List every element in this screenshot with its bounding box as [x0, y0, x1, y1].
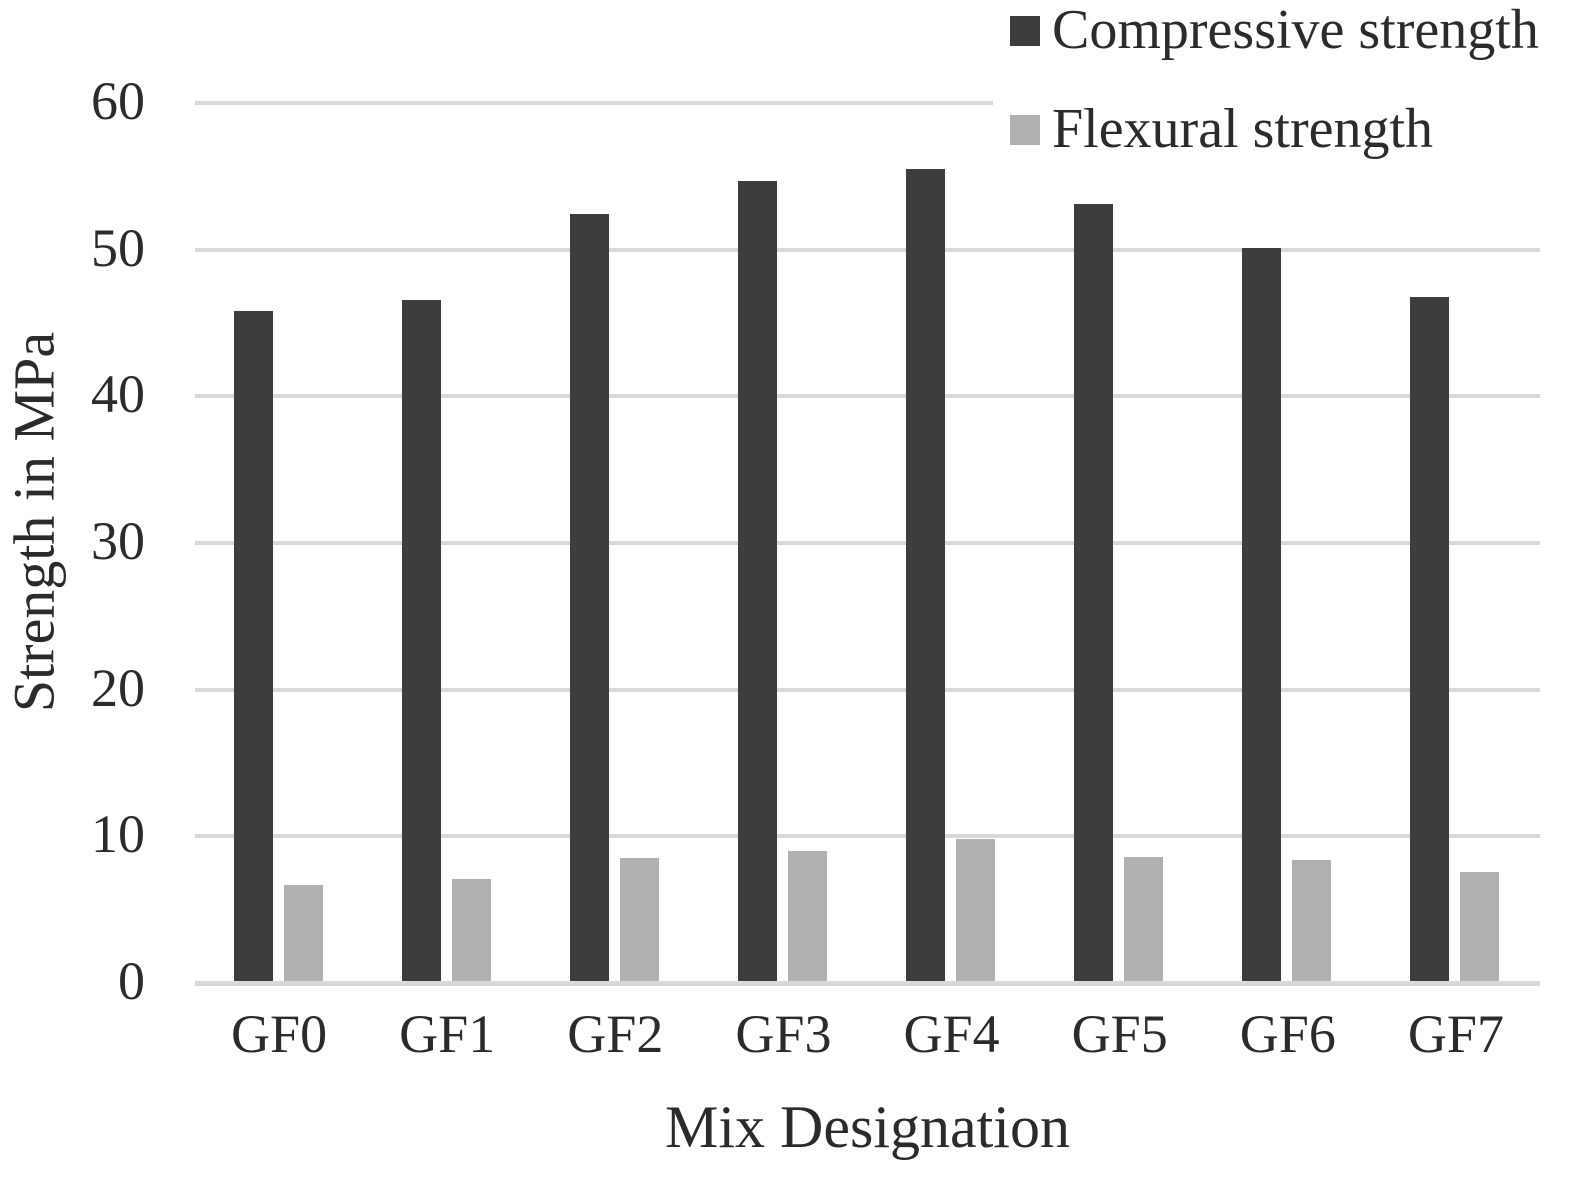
gridline	[195, 687, 1540, 692]
bar-flexural-GF7	[1460, 871, 1500, 983]
bar-flexural-GF6	[1292, 859, 1332, 983]
bar-flexural-GF3	[787, 851, 827, 983]
legend-item-flexural: Flexural strength	[1010, 99, 1433, 161]
bar-flexural-GF0	[283, 884, 323, 983]
bar-compressive-GF0	[233, 311, 273, 983]
gridline	[195, 247, 1540, 252]
y-tick-label: 10	[91, 804, 145, 865]
bar-flexural-GF1	[451, 878, 491, 983]
x-tick-label-gf1: GF1	[399, 1004, 496, 1064]
y-tick-label: 30	[91, 511, 145, 571]
bar-compressive-GF5	[1074, 204, 1114, 983]
gridline	[195, 394, 1540, 399]
legend-item-compressive: Compressive strength	[1010, 0, 1539, 62]
legend-swatch-compressive-icon	[1010, 16, 1040, 46]
legend-swatch-flexural-icon	[1010, 115, 1040, 145]
x-tick-label-gf5: GF5	[1071, 1004, 1168, 1064]
y-tick-label: 0	[118, 951, 145, 1011]
legend-label-compressive: Compressive strength	[1052, 0, 1539, 62]
bar-compressive-GF3	[737, 180, 777, 983]
x-tick-label-gf2: GF2	[567, 1004, 664, 1064]
x-tick-label-gf0: GF0	[231, 1004, 328, 1064]
bar-compressive-GF4	[906, 169, 946, 983]
y-tick-label: 50	[91, 217, 145, 278]
x-tick-label-gf7: GF7	[1407, 1004, 1504, 1064]
x-tick-label-gf3: GF3	[735, 1004, 832, 1064]
bar-compressive-GF2	[569, 214, 609, 983]
gridline	[195, 101, 1540, 105]
x-axis-line	[195, 980, 1540, 986]
bar-flexural-GF2	[619, 858, 659, 983]
y-tick-label: 60	[91, 71, 145, 131]
y-tick-label: 40	[91, 364, 145, 425]
x-axis-title: Mix Designation	[665, 1094, 1070, 1160]
bar-compressive-GF7	[1410, 296, 1450, 983]
gridline	[195, 541, 1540, 545]
legend-label-flexural: Flexural strength	[1052, 98, 1434, 161]
y-tick-label: 20	[91, 657, 145, 718]
x-tick-label-gf6: GF6	[1239, 1004, 1336, 1064]
chart-legend: Compressive strength Flexural strength	[993, 0, 1575, 202]
bar-compressive-GF6	[1242, 248, 1282, 983]
bar-compressive-GF1	[401, 299, 441, 983]
gridline	[195, 834, 1540, 839]
bar-flexural-GF5	[1124, 856, 1164, 983]
x-tick-label-gf4: GF4	[903, 1004, 1000, 1064]
bar-flexural-GF4	[956, 839, 996, 983]
